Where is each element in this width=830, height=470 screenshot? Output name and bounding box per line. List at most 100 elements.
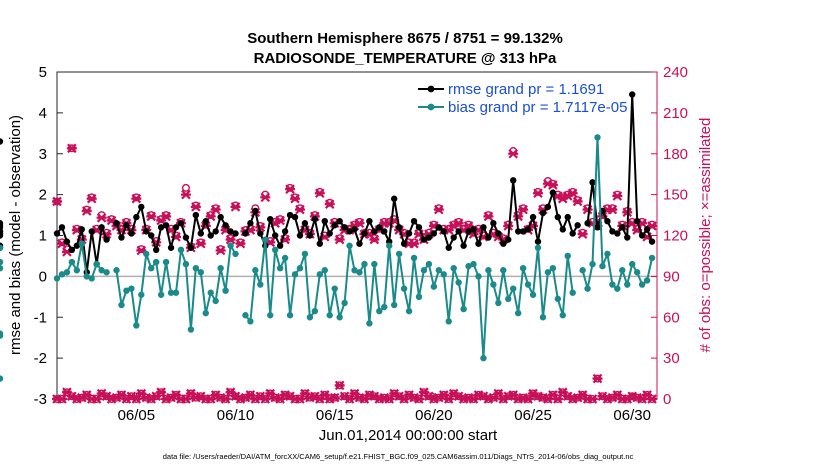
series-0-point xyxy=(242,230,249,237)
obs-possible-marker xyxy=(410,238,419,247)
series-1-point xyxy=(579,267,586,274)
series-0-point xyxy=(321,217,328,225)
y-right-tick-label: 90 xyxy=(663,268,680,285)
series-0-point xyxy=(103,236,110,243)
series-0-point xyxy=(524,226,532,233)
series-0-point xyxy=(376,224,383,231)
obs-possible-marker xyxy=(147,211,156,220)
series-1-point xyxy=(276,265,284,272)
series-0-point xyxy=(554,213,562,221)
series-1-point xyxy=(53,275,61,282)
series-0-point xyxy=(152,246,160,254)
series-1-point xyxy=(465,262,472,270)
series-0-point xyxy=(172,224,180,231)
series-1-point xyxy=(554,295,562,303)
series-1-point xyxy=(202,309,209,317)
y-tick-label: -1 xyxy=(34,309,47,326)
obs-assimilated-marker xyxy=(433,204,444,215)
series-1-point xyxy=(341,299,348,307)
legend-marker xyxy=(427,103,435,111)
series-0-point xyxy=(133,213,140,221)
series-1-point xyxy=(286,312,294,319)
series-0-point xyxy=(539,209,547,217)
series-1-point xyxy=(405,307,413,315)
series-1-point xyxy=(68,258,76,266)
series-1-point xyxy=(192,265,200,272)
series-1-point xyxy=(326,312,333,319)
obs-assimilated-marker xyxy=(52,196,62,207)
y-axis-right-label: # of obs: o=possible; ×=assimilated xyxy=(697,118,714,353)
obs-possible-marker xyxy=(533,187,542,196)
series-0-point xyxy=(509,177,517,184)
chart-title-line-2: RADIOSONDE_TEMPERATURE @ 313 hPa xyxy=(254,50,557,67)
obs-assimilated-marker xyxy=(483,211,494,222)
legend-label: rmse grand pr = 1.1691 xyxy=(448,81,604,98)
series-1-point xyxy=(177,246,185,254)
series-1-point xyxy=(227,242,234,249)
obs-assimilated-bottom-marker xyxy=(329,392,340,403)
series-0-point xyxy=(420,236,428,243)
series-1-point xyxy=(549,265,557,272)
series-0-point xyxy=(212,228,219,235)
series-1-point xyxy=(148,265,155,272)
series-1-point xyxy=(514,309,522,317)
series-1-point xyxy=(0,258,4,266)
series-1-point xyxy=(495,299,502,307)
series-1-point xyxy=(0,265,4,272)
y-right-tick-label: 30 xyxy=(663,350,680,367)
series-1-point xyxy=(73,267,81,274)
obs-possible-marker xyxy=(573,196,582,205)
obs-possible-marker xyxy=(370,234,379,243)
series-0-point xyxy=(589,179,596,186)
series-1-point xyxy=(133,322,140,329)
series-1-point xyxy=(524,281,532,288)
series-0-point xyxy=(197,230,205,237)
series-1-point xyxy=(138,291,145,298)
series-0-point xyxy=(638,232,646,239)
series-0-point xyxy=(574,222,581,229)
obs-possible-marker xyxy=(137,245,146,254)
series-1-point xyxy=(480,354,487,362)
series-0-point xyxy=(281,228,289,235)
obs-assimilated-marker xyxy=(225,234,236,245)
series-0-point xyxy=(549,189,557,196)
obs-assimilated-marker xyxy=(324,199,335,209)
obs-assimilated-marker xyxy=(210,204,221,215)
series-1-point xyxy=(123,287,130,294)
series-0-point xyxy=(604,217,611,225)
obs-possible-marker xyxy=(216,245,225,254)
series-0-point xyxy=(98,224,105,231)
series-0-point xyxy=(331,222,338,229)
series-1-point xyxy=(113,267,120,274)
series-1-point xyxy=(103,269,110,276)
y-tick-label: 3 xyxy=(39,146,47,163)
obs-possible-marker xyxy=(608,204,617,213)
series-1-point xyxy=(475,273,482,280)
series-0-point xyxy=(485,234,492,241)
obs-assimilated-marker xyxy=(81,206,92,216)
series-0-point xyxy=(648,238,656,245)
obs-possible-marker xyxy=(648,220,657,229)
series-1-point xyxy=(470,260,477,268)
series-1-point xyxy=(381,303,388,311)
series-0-point xyxy=(395,224,403,231)
obs-possible-marker xyxy=(172,231,181,240)
series-0-point xyxy=(162,222,170,229)
series-1-point xyxy=(93,260,100,268)
series-0-point xyxy=(222,222,229,229)
series-1-point xyxy=(559,312,566,319)
series-0-point xyxy=(227,228,234,235)
series-1-point xyxy=(415,293,423,301)
obs-assimilated-marker xyxy=(508,148,519,159)
obs-possible-marker xyxy=(82,205,91,214)
series-0-point xyxy=(148,232,155,239)
series-1-point xyxy=(128,285,135,292)
obs-assimilated-marker xyxy=(285,184,296,194)
series-1-point xyxy=(197,269,205,276)
obs-possible-marker xyxy=(276,215,285,224)
series-1-point xyxy=(539,314,547,321)
series-0-point xyxy=(361,230,368,237)
series-1-point xyxy=(395,250,403,258)
series-1-point xyxy=(500,267,507,274)
obs-assimilated-marker xyxy=(503,221,514,231)
